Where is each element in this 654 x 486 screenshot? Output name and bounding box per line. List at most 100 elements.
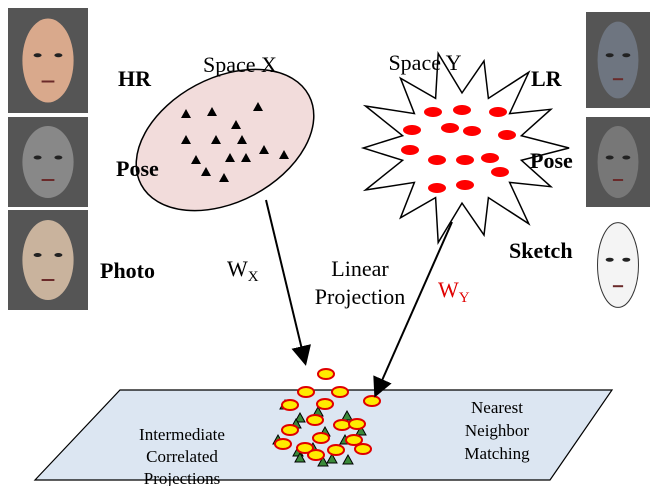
triangle-point [253, 102, 263, 111]
plane-left-text: Projections [144, 469, 221, 486]
ellipse-point [348, 418, 366, 430]
ellipse-point [354, 443, 372, 455]
space-y-star [360, 51, 570, 245]
triangle-point [219, 173, 229, 182]
triangle-point [237, 135, 247, 144]
ellipse-point [333, 419, 351, 431]
plane-left-text: Correlated [146, 447, 218, 466]
ellipse-point [453, 105, 471, 115]
ellipse-point [345, 434, 363, 446]
face-eye [54, 253, 63, 257]
ellipse-point [491, 167, 509, 177]
face-eye [33, 253, 42, 257]
face-shape [597, 222, 639, 308]
triangle-point [259, 145, 269, 154]
ellipse-point [424, 107, 442, 117]
face-shape [22, 18, 74, 103]
ellipse-point [481, 153, 499, 163]
ellipse-point [306, 414, 324, 426]
ellipse-point [307, 449, 325, 461]
face-eye [54, 53, 63, 58]
face-eye [33, 155, 42, 160]
face-eye [605, 257, 614, 262]
points [181, 102, 516, 467]
ellipse-point [331, 386, 349, 398]
face-images [8, 8, 650, 318]
ellipse-point [316, 398, 334, 410]
triangle-point [326, 452, 338, 464]
ellipse-point [456, 155, 474, 165]
triangle-point [181, 135, 191, 144]
weight-y: WY [438, 277, 470, 306]
space-x-ellipse [135, 68, 315, 212]
ellipse-point [281, 399, 299, 411]
face-label: Pose [530, 148, 573, 173]
ellipse-point [274, 438, 292, 450]
weight-subscript: X [248, 269, 259, 285]
triangle-point [355, 424, 367, 436]
plane-right-text: Matching [464, 444, 530, 463]
ellipse-point [297, 386, 315, 398]
triangle-point [279, 150, 289, 159]
ellipse-point [463, 126, 481, 136]
triangle-point [225, 153, 235, 162]
face-shape [597, 21, 639, 99]
ellipse-point [403, 125, 421, 135]
plane-left-text: Intermediate [139, 425, 225, 444]
face-eye [605, 53, 614, 58]
weight-x: WX [227, 256, 259, 285]
weight-symbol: W [227, 256, 248, 281]
triangle-point [207, 107, 217, 116]
triangle-point [294, 411, 306, 423]
projection-label: Projection [315, 284, 405, 309]
space-y-label: Space Y [388, 50, 461, 75]
face-label: LR [531, 66, 563, 91]
face-label: Sketch [509, 238, 573, 263]
triangle-point [231, 120, 241, 129]
ellipse-point [456, 180, 474, 190]
triangle-point [191, 155, 201, 164]
triangle-point [211, 135, 221, 144]
face-eye [622, 155, 631, 160]
ellipse-point [498, 130, 516, 140]
projection-label: Linear [331, 256, 389, 281]
arrow-wy [373, 221, 453, 398]
face-eye [622, 257, 631, 262]
face-shape [22, 126, 74, 198]
face-eye [54, 155, 63, 160]
face-shape [597, 126, 639, 198]
ellipse-point [317, 368, 335, 380]
arrow-wx [265, 199, 311, 366]
ellipse-point [281, 424, 299, 436]
triangle-point [342, 453, 354, 465]
triangle-point [317, 455, 329, 467]
face-eye [622, 53, 631, 58]
star-shape [360, 51, 570, 245]
ellipse-point [401, 145, 419, 155]
triangle-point [294, 451, 306, 463]
ellipse-point [312, 432, 330, 444]
plane-right-text: Nearest [471, 398, 523, 417]
ellipse-point [296, 442, 314, 454]
triangle-point [201, 167, 211, 176]
ellipse-point [428, 155, 446, 165]
face-label: HR [118, 66, 152, 91]
triangle-point [181, 109, 191, 118]
weight-subscript: Y [459, 290, 470, 306]
space-x-label: Space X [203, 52, 277, 77]
face-shape [22, 220, 74, 300]
ellipse-point [327, 444, 345, 456]
ellipse-point [363, 395, 381, 407]
plane-right-text: Neighbor [465, 421, 530, 440]
ellipse-point [489, 107, 507, 117]
weight-symbol: W [438, 277, 459, 302]
ellipse-point [428, 183, 446, 193]
ellipse-point [441, 123, 459, 133]
face-label: Pose [116, 156, 159, 181]
face-eye [605, 155, 614, 160]
triangle-point [241, 153, 251, 162]
face-eye [33, 53, 42, 58]
face-label: Photo [100, 258, 155, 283]
